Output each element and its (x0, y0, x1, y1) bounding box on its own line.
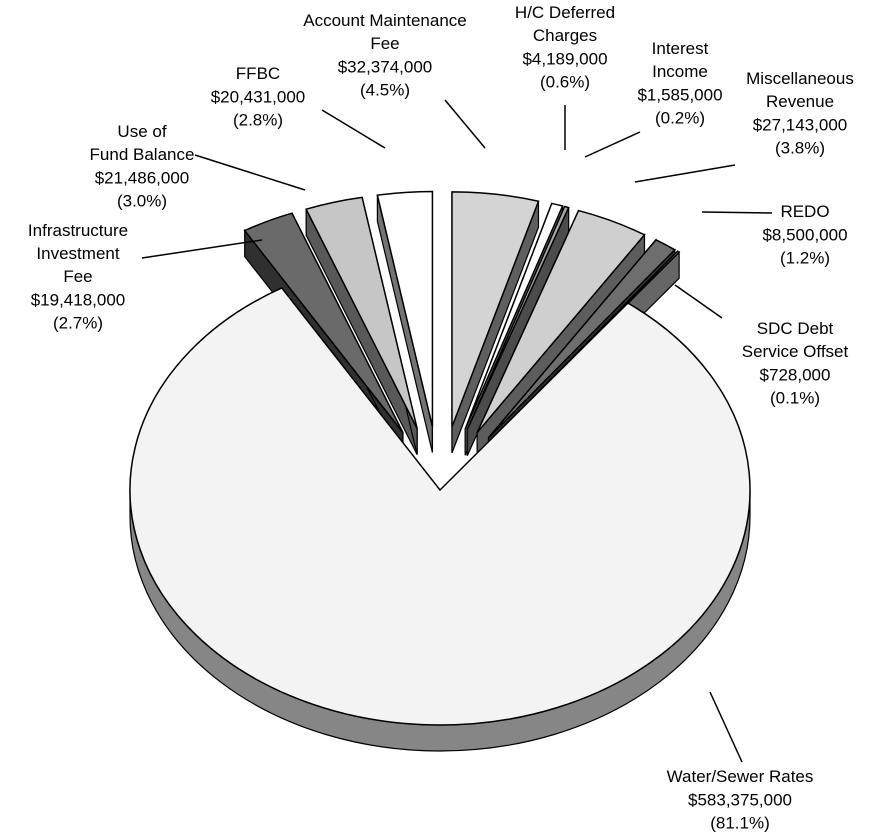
slice-label: Miscellaneous Revenue (746, 69, 854, 111)
leader-line (701, 211, 773, 214)
slice-label: Account Maintenance Fee (303, 11, 467, 53)
percent-label: (1.2%) (780, 248, 830, 267)
pie-slice (476, 209, 646, 434)
percent-label: (2.7%) (53, 313, 103, 332)
slice-label: Water/Sewer Rates (667, 767, 814, 786)
value-label: $728,000 (760, 365, 831, 384)
percent-label: (4.5%) (360, 80, 410, 99)
percent-label: (3.0%) (117, 191, 167, 210)
leader-line (709, 691, 743, 763)
pie-slice (243, 212, 404, 434)
slice-label: REDO (780, 202, 829, 221)
slice-label: FFBC (236, 64, 280, 83)
slice-label: H/C Deferred Charges (515, 3, 615, 45)
value-label: $32,374,000 (338, 57, 433, 76)
value-label: $4,189,000 (522, 49, 607, 68)
leader-line (321, 109, 386, 149)
value-label: $583,375,000 (688, 790, 792, 809)
pie-slice (376, 190, 434, 427)
value-label: $21,486,000 (95, 168, 190, 187)
slice-label: Use of Fund Balance (90, 122, 195, 164)
leader-line (444, 99, 486, 149)
pie-slice (464, 202, 564, 430)
value-label: $8,500,000 (762, 225, 847, 244)
percent-label: (0.6%) (540, 72, 590, 91)
pie-slice (487, 238, 677, 439)
pie-slice (129, 287, 751, 726)
pie-slice (451, 191, 540, 428)
leader-line (674, 284, 723, 319)
value-label: $27,143,000 (753, 115, 848, 134)
percent-label: (2.8%) (233, 110, 283, 129)
leader-line (584, 131, 641, 158)
pie-slice (466, 205, 570, 430)
percent-label: (0.2%) (655, 108, 705, 127)
pie-slice (305, 196, 418, 429)
leader-line (141, 239, 263, 259)
leader-line (634, 164, 736, 183)
value-label: $19,418,000 (31, 290, 126, 309)
percent-label: (3.8%) (775, 138, 825, 157)
percent-label: (81.1%) (710, 813, 770, 832)
slice-label: Infrastructure Investment Fee (28, 221, 128, 286)
value-label: $1,585,000 (637, 85, 722, 104)
leader-line (194, 154, 306, 191)
slice-label: Interest Income (652, 39, 709, 81)
slice-label: SDC Debt Service Offset (742, 319, 849, 361)
value-label: $20,431,000 (211, 87, 306, 106)
percent-label: (0.1%) (770, 388, 820, 407)
